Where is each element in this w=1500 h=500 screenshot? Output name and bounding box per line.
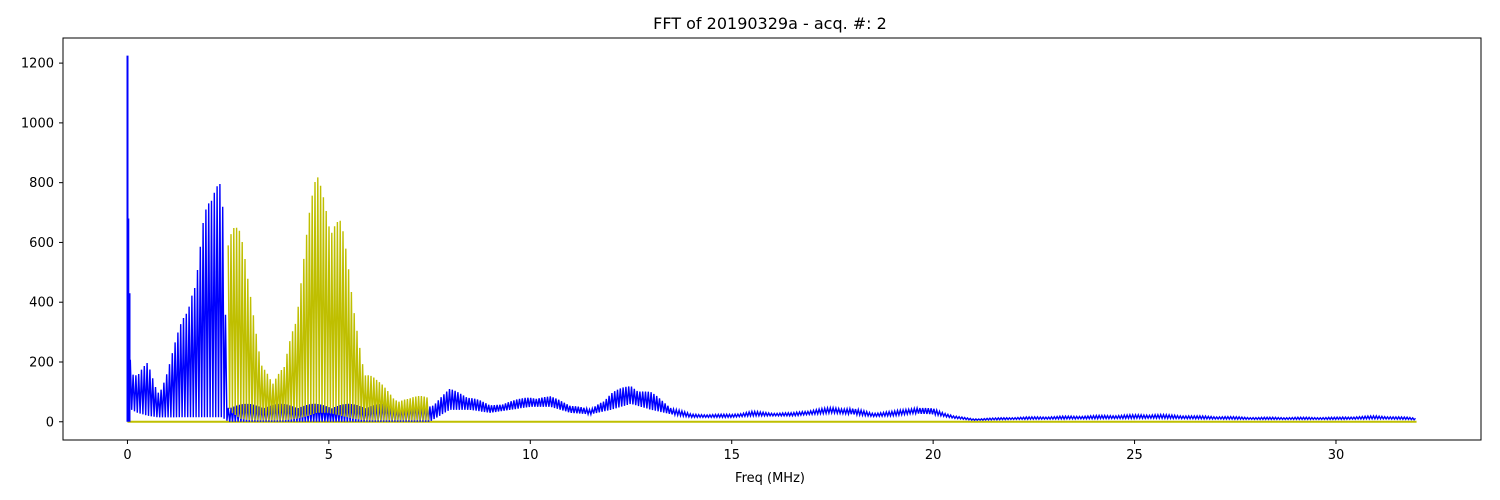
y-tick-label: 200	[29, 355, 54, 370]
x-tick-label: 0	[123, 448, 131, 463]
x-tick-label: 30	[1328, 448, 1345, 463]
y-tick-label: 800	[29, 176, 54, 191]
series-blue-trace	[126, 183, 1417, 422]
chart-title: FFT of 20190329a - acq. #: 2	[653, 14, 887, 33]
x-tick-label: 15	[723, 448, 740, 463]
y-tick-label: 600	[29, 236, 54, 251]
series-olive-trace	[227, 177, 430, 421]
x-tick-label: 20	[925, 448, 942, 463]
x-tick-label: 25	[1126, 448, 1143, 463]
x-tick-label: 10	[522, 448, 539, 463]
y-tick-label: 0	[46, 415, 54, 430]
y-axis: 0 200 400 600 800 1000 1200	[21, 57, 63, 430]
plot-frame	[62, 37, 1482, 441]
x-tick-label: 5	[325, 448, 333, 463]
y-tick-label: 1200	[21, 57, 54, 72]
y-tick-label: 400	[29, 296, 54, 311]
x-axis: 0 5 10 15 20 25 30	[123, 440, 1344, 463]
y-tick-label: 1000	[21, 116, 54, 131]
x-axis-label: Freq (MHz)	[735, 471, 805, 486]
plot-area	[126, 55, 1417, 423]
series-blue-spike	[126, 55, 131, 422]
